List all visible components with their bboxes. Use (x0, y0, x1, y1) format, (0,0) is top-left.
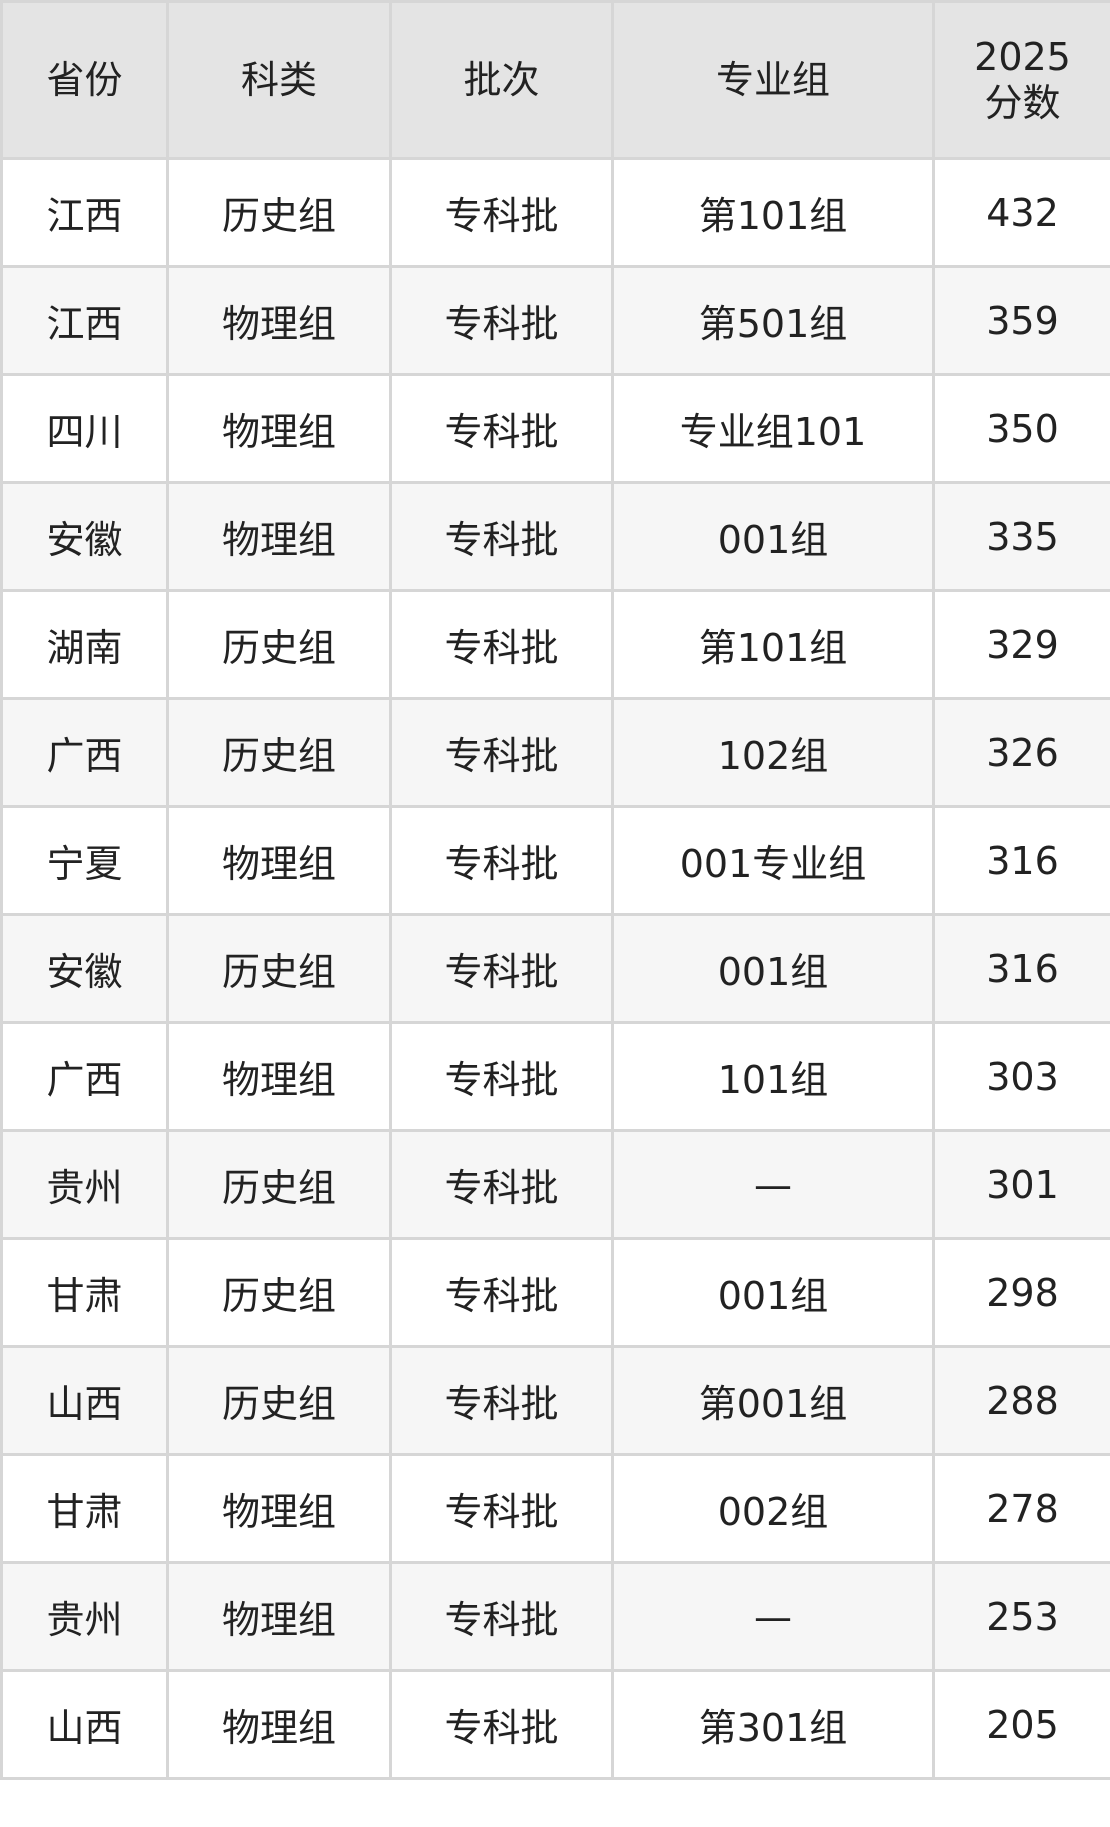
cell-group: 专业组101 (611, 373, 935, 484)
cell-score: 298 (932, 1237, 1110, 1348)
table-row: 贵州 物理组 专科批 —253 (0, 1561, 1110, 1672)
cell-subject: 物理组 (166, 1453, 392, 1564)
table-row: 江西 物理组 专科批 第501组 359 (0, 265, 1110, 376)
cell-province: 安徽 (0, 481, 169, 592)
cell-group: 001组 (611, 481, 935, 592)
cell-province: 山西 (0, 1345, 169, 1456)
table-row: 安徽 物理组 专科批 001组 335 (0, 481, 1110, 592)
cell-group: — (611, 1129, 935, 1240)
cell-province: 江西 (0, 265, 169, 376)
cell-province: 湖南 (0, 589, 169, 700)
cell-score: 335 (932, 481, 1110, 592)
header-score: 2025 分数 (932, 0, 1110, 160)
cell-subject: 历史组 (166, 589, 392, 700)
cell-group: 第101组 (611, 589, 935, 700)
header-score-label: 分数 (984, 81, 1061, 125)
cell-batch: 专科批 (389, 1345, 614, 1456)
cell-batch: 专科批 (389, 1453, 614, 1564)
cell-batch: 专科批 (389, 265, 614, 376)
table-row: 甘肃 历史组 专科批 001组 298 (0, 1237, 1110, 1348)
cell-score: 432 (932, 157, 1110, 268)
cell-batch: 专科批 (389, 157, 614, 268)
cell-subject: 历史组 (166, 1129, 392, 1240)
cell-batch: 专科批 (389, 1237, 614, 1348)
cell-score: 316 (932, 913, 1110, 1024)
table-row: 湖南 历史组 专科批 第101组 329 (0, 589, 1110, 700)
cell-subject: 物理组 (166, 265, 392, 376)
cell-subject: 物理组 (166, 481, 392, 592)
cell-score: 253 (932, 1561, 1110, 1672)
cell-group: 002组 (611, 1453, 935, 1564)
cell-province: 江西 (0, 157, 169, 268)
header-group: 专业组 (611, 0, 935, 160)
cell-batch: 专科批 (389, 589, 614, 700)
cell-subject: 历史组 (166, 697, 392, 808)
cell-group: 第101组 (611, 157, 935, 268)
table-row: 四川 物理组 专科批 专业组101 350 (0, 373, 1110, 484)
cell-score: 316 (932, 805, 1110, 916)
table-row: 宁夏 物理组 专科批 001专业组 316 (0, 805, 1110, 916)
header-row: 省份 科类 批次 专业组 2025 分数 (0, 0, 1110, 160)
cell-subject: 历史组 (166, 1237, 392, 1348)
cell-subject: 历史组 (166, 1345, 392, 1456)
cell-subject: 物理组 (166, 1021, 392, 1132)
cell-group: 第501组 (611, 265, 935, 376)
cell-group: 102组 (611, 697, 935, 808)
cell-batch: 专科批 (389, 1021, 614, 1132)
cell-province: 贵州 (0, 1129, 169, 1240)
cell-score: 301 (932, 1129, 1110, 1240)
table-row: 贵州 历史组 专科批 —301 (0, 1129, 1110, 1240)
cell-subject: 物理组 (166, 1561, 392, 1672)
cell-group: 001组 (611, 1237, 935, 1348)
table-row: 广西 历史组 专科批 102组 326 (0, 697, 1110, 808)
cell-subject: 历史组 (166, 157, 392, 268)
table-row: 江西 历史组 专科批 第101组 432 (0, 157, 1110, 268)
cell-subject: 物理组 (166, 373, 392, 484)
table-row: 安徽 历史组 专科批 001组 316 (0, 913, 1110, 1024)
table-row: 广西 物理组 专科批 101组 303 (0, 1021, 1110, 1132)
cell-province: 安徽 (0, 913, 169, 1024)
table-row: 甘肃 物理组 专科批 002组 278 (0, 1453, 1110, 1564)
cell-batch: 专科批 (389, 697, 614, 808)
header-subject: 科类 (166, 0, 392, 160)
cell-batch: 专科批 (389, 481, 614, 592)
header-score-year: 2025 (974, 35, 1071, 79)
cell-subject: 物理组 (166, 805, 392, 916)
cell-province: 山西 (0, 1669, 169, 1780)
cell-score: 329 (932, 589, 1110, 700)
cell-subject: 物理组 (166, 1669, 392, 1780)
cell-batch: 专科批 (389, 1669, 614, 1780)
cell-score: 350 (932, 373, 1110, 484)
score-table: 省份 科类 批次 专业组 2025 分数 江西 历史组 专科批 第101组 432 江西 物理… (0, 0, 1110, 1780)
cell-group: 001专业组 (611, 805, 935, 916)
cell-score: 278 (932, 1453, 1110, 1564)
cell-group: 第301组 (611, 1669, 935, 1780)
cell-score: 303 (932, 1021, 1110, 1132)
cell-province: 甘肃 (0, 1237, 169, 1348)
cell-batch: 专科批 (389, 913, 614, 1024)
header-province: 省份 (0, 0, 169, 160)
cell-group: 001组 (611, 913, 935, 1024)
cell-group: — (611, 1561, 935, 1672)
cell-province: 广西 (0, 697, 169, 808)
cell-batch: 专科批 (389, 373, 614, 484)
cell-batch: 专科批 (389, 1129, 614, 1240)
cell-score: 288 (932, 1345, 1110, 1456)
table-row: 山西 历史组 专科批 第001组 288 (0, 1345, 1110, 1456)
cell-batch: 专科批 (389, 1561, 614, 1672)
cell-score: 359 (932, 265, 1110, 376)
cell-score: 326 (932, 697, 1110, 808)
table-row: 山西 物理组 专科批 第301组 205 (0, 1669, 1110, 1780)
header-batch: 批次 (389, 0, 614, 160)
cell-province: 贵州 (0, 1561, 169, 1672)
cell-province: 宁夏 (0, 805, 169, 916)
cell-province: 四川 (0, 373, 169, 484)
cell-province: 广西 (0, 1021, 169, 1132)
cell-province: 甘肃 (0, 1453, 169, 1564)
cell-score: 205 (932, 1669, 1110, 1780)
cell-group: 第001组 (611, 1345, 935, 1456)
cell-batch: 专科批 (389, 805, 614, 916)
cell-subject: 历史组 (166, 913, 392, 1024)
cell-group: 101组 (611, 1021, 935, 1132)
